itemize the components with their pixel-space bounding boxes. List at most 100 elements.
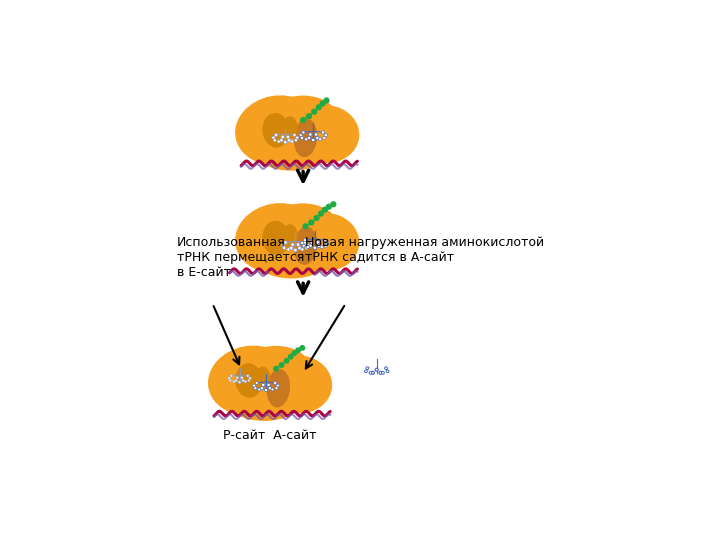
Circle shape (273, 366, 279, 372)
Circle shape (384, 367, 387, 369)
Circle shape (295, 347, 301, 353)
Circle shape (375, 368, 378, 372)
Circle shape (244, 380, 247, 383)
Circle shape (291, 243, 294, 246)
Circle shape (271, 388, 274, 391)
Circle shape (306, 246, 310, 249)
Circle shape (323, 239, 326, 242)
Ellipse shape (225, 379, 303, 421)
Ellipse shape (294, 105, 359, 163)
Circle shape (242, 379, 245, 382)
Circle shape (366, 367, 369, 369)
Ellipse shape (208, 346, 293, 415)
Circle shape (302, 223, 309, 230)
Circle shape (325, 241, 329, 245)
Ellipse shape (235, 96, 320, 165)
Circle shape (322, 207, 328, 213)
Ellipse shape (266, 355, 332, 413)
Circle shape (318, 244, 320, 247)
Circle shape (369, 372, 372, 374)
Circle shape (301, 241, 304, 245)
Circle shape (267, 383, 270, 387)
Circle shape (300, 137, 304, 139)
Ellipse shape (269, 204, 338, 249)
Circle shape (229, 379, 232, 382)
Circle shape (305, 246, 308, 249)
Text: Новая нагруженная аминокислотой
тРНК садится в А-сайт: Новая нагруженная аминокислотой тРНК сад… (305, 236, 544, 264)
Circle shape (315, 104, 322, 110)
Circle shape (308, 219, 315, 226)
Text: Использованная
тРНК пермещается
в Е-сайт: Использованная тРНК пермещается в Е-сайт (177, 236, 304, 279)
Circle shape (274, 133, 277, 137)
Circle shape (323, 137, 326, 139)
Circle shape (292, 350, 297, 356)
Circle shape (307, 136, 311, 140)
Circle shape (364, 370, 367, 373)
Ellipse shape (262, 113, 289, 147)
Circle shape (284, 358, 289, 364)
Circle shape (255, 381, 258, 384)
Circle shape (284, 241, 287, 244)
Circle shape (382, 372, 384, 374)
Circle shape (254, 387, 257, 390)
Circle shape (230, 375, 233, 377)
Circle shape (309, 133, 312, 136)
Ellipse shape (241, 346, 311, 392)
Circle shape (274, 381, 276, 384)
Circle shape (290, 140, 293, 143)
Circle shape (248, 377, 251, 380)
Circle shape (261, 383, 265, 387)
Circle shape (316, 240, 319, 244)
Circle shape (276, 384, 279, 387)
Circle shape (272, 136, 275, 139)
Circle shape (320, 246, 323, 249)
Circle shape (324, 244, 328, 247)
Circle shape (298, 246, 301, 250)
Circle shape (311, 109, 318, 115)
Circle shape (253, 384, 256, 387)
Circle shape (282, 244, 284, 247)
Circle shape (303, 239, 307, 242)
Circle shape (287, 136, 289, 139)
Circle shape (297, 243, 300, 246)
Circle shape (238, 381, 241, 383)
Circle shape (302, 244, 305, 247)
Circle shape (300, 117, 306, 123)
Circle shape (323, 97, 330, 104)
Circle shape (261, 387, 264, 390)
Circle shape (264, 389, 268, 392)
Ellipse shape (255, 367, 271, 390)
Circle shape (248, 379, 250, 382)
Circle shape (313, 246, 317, 249)
Circle shape (283, 246, 286, 249)
Circle shape (313, 215, 320, 221)
Circle shape (321, 131, 325, 134)
Circle shape (274, 139, 276, 141)
Circle shape (258, 388, 261, 391)
Circle shape (386, 370, 389, 373)
Circle shape (379, 372, 382, 374)
Circle shape (320, 100, 325, 106)
Ellipse shape (266, 369, 290, 407)
Circle shape (236, 376, 239, 379)
Circle shape (287, 139, 291, 142)
Circle shape (319, 138, 322, 141)
Circle shape (233, 380, 235, 383)
Ellipse shape (235, 203, 320, 273)
Ellipse shape (235, 363, 263, 398)
Circle shape (240, 376, 243, 379)
Circle shape (318, 211, 324, 217)
Circle shape (281, 136, 284, 139)
Ellipse shape (294, 119, 317, 157)
Circle shape (279, 139, 283, 142)
Circle shape (296, 136, 299, 139)
Ellipse shape (262, 221, 289, 255)
Circle shape (314, 133, 318, 136)
Circle shape (235, 379, 238, 382)
Circle shape (269, 387, 271, 390)
Ellipse shape (253, 236, 330, 279)
Circle shape (279, 362, 284, 368)
Ellipse shape (294, 213, 359, 271)
Circle shape (293, 133, 296, 137)
Circle shape (275, 387, 278, 390)
